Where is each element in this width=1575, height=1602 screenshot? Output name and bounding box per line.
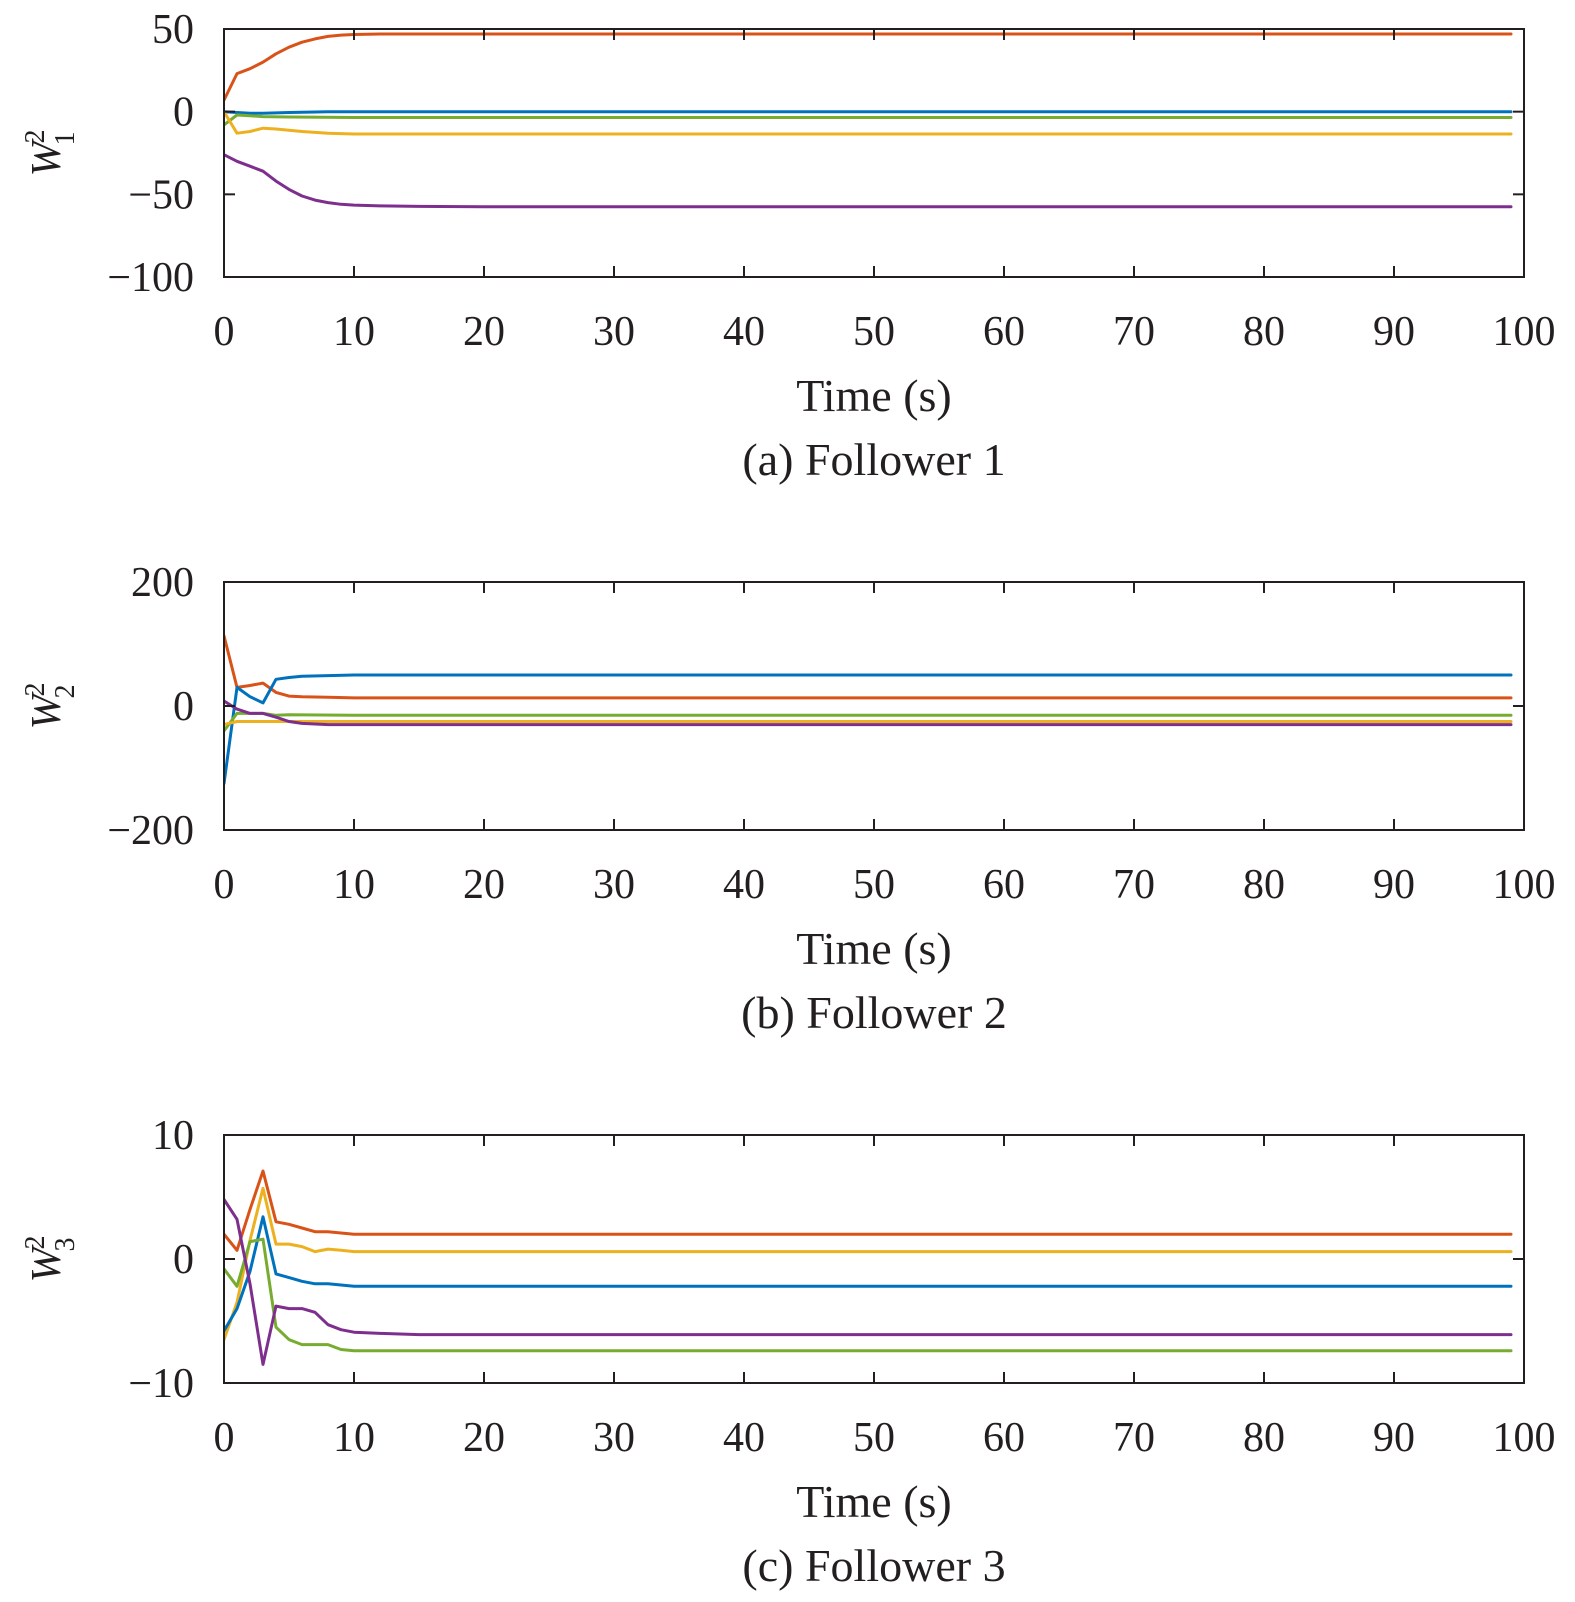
series-line-4 [224, 110, 1513, 136]
panel-follower-2: 0 10 20 30 40 50 60 70 80 90 100 −200 0 200 W22 Time (s… [20, 560, 1556, 1038]
x-axis-label: Time (s) [796, 1476, 952, 1527]
y-tick-label: 0 [173, 684, 194, 730]
y-axis-label-base: W [24, 138, 70, 177]
series-line-2 [224, 1186, 1513, 1342]
x-tick-label: 90 [1373, 862, 1415, 908]
series-line-1 [224, 634, 1513, 700]
y-tick-label: −10 [128, 1361, 194, 1407]
series-line-3 [224, 711, 1513, 733]
x-tick-label: 100 [1493, 862, 1556, 908]
x-tick-label: 90 [1373, 1415, 1415, 1461]
x-tick-label: 70 [1113, 309, 1155, 355]
x-tick-label: 70 [1113, 1415, 1155, 1461]
x-axis-label: Time (s) [796, 923, 952, 974]
x-tick-label: 0 [214, 1415, 235, 1461]
x-tick-label: 50 [853, 1415, 895, 1461]
x-tick-label: 50 [853, 862, 895, 908]
y-axis-label: W23 [20, 1236, 81, 1283]
y-tick-label: 50 [152, 7, 194, 53]
x-axis-label: Time (s) [796, 370, 952, 421]
x-tick-label: 90 [1373, 309, 1415, 355]
y-axis-label-base: W [24, 1244, 70, 1283]
y-tick-label: 0 [173, 1237, 194, 1283]
x-tick-label: 80 [1243, 309, 1285, 355]
series-line-5 [224, 153, 1513, 209]
panel-caption: (c) Follower 3 [742, 1540, 1005, 1591]
x-tick-label: 100 [1493, 309, 1556, 355]
y-tick-label: −100 [107, 255, 194, 301]
x-tick-label: 30 [593, 309, 635, 355]
plot-frame [223, 1134, 1525, 1384]
x-tick-label: 80 [1243, 862, 1285, 908]
series-line-1 [224, 32, 1513, 102]
y-tick-label: 0 [173, 90, 194, 136]
x-tick-label: 40 [723, 1415, 765, 1461]
y-axis-label-base: W [24, 691, 70, 730]
series-line-2 [224, 110, 1513, 115]
x-tick-label: 10 [333, 309, 375, 355]
series-line-3 [224, 113, 1513, 127]
series-group [224, 1169, 1513, 1366]
plot-frame [223, 28, 1525, 278]
plot-frame [223, 581, 1525, 831]
y-tick-label: −200 [107, 808, 194, 854]
x-tick-label: 20 [463, 862, 505, 908]
y-tick-label: 10 [152, 1113, 194, 1159]
x-tick-label: 0 [214, 309, 235, 355]
y-axis-label-sub: 1 [50, 132, 81, 146]
x-tick-label: 30 [593, 1415, 635, 1461]
panel-follower-1: 0 10 20 30 40 50 60 70 80 90 100 −100 −50 0 50 W21 Time … [20, 7, 1556, 485]
series-line-4 [224, 1237, 1513, 1353]
x-tick-label: 40 [723, 862, 765, 908]
panel-caption: (a) Follower 1 [742, 434, 1005, 485]
x-tick-label: 10 [333, 1415, 375, 1461]
x-tick-label: 10 [333, 862, 375, 908]
y-axis-label-sup: 2 [20, 1236, 51, 1250]
panel-follower-3: 0 10 20 30 40 50 60 70 80 90 100 −10 0 10 W23 Time (s) (… [20, 1113, 1556, 1591]
series-line-1 [224, 1169, 1513, 1252]
series-line-5 [224, 699, 1513, 727]
y-axis-label-sub: 3 [50, 1238, 81, 1252]
y-axis-label-sup: 2 [20, 130, 51, 144]
y-axis-label-sup: 2 [20, 683, 51, 697]
x-tick-label: 30 [593, 862, 635, 908]
series-line-2 [224, 673, 1513, 785]
x-tick-label: 50 [853, 309, 895, 355]
y-axis-label: W21 [20, 130, 81, 177]
y-tick-label: −50 [128, 172, 194, 218]
y-axis-label: W22 [20, 683, 81, 730]
series-line-3 [224, 1215, 1513, 1333]
x-tick-label: 60 [983, 1415, 1025, 1461]
x-tick-label: 60 [983, 309, 1025, 355]
x-tick-label: 0 [214, 862, 235, 908]
y-axis-label-sub: 2 [50, 685, 81, 699]
x-tick-label: 100 [1493, 1415, 1556, 1461]
series-group [224, 634, 1513, 785]
x-tick-label: 80 [1243, 1415, 1285, 1461]
x-tick-label: 70 [1113, 862, 1155, 908]
x-tick-label: 20 [463, 309, 505, 355]
x-tick-label: 20 [463, 1415, 505, 1461]
x-tick-label: 40 [723, 309, 765, 355]
panel-caption: (b) Follower 2 [741, 987, 1007, 1038]
series-line-5 [224, 1198, 1513, 1366]
y-tick-label: 200 [131, 560, 194, 606]
x-tick-label: 60 [983, 862, 1025, 908]
series-group [224, 32, 1513, 209]
